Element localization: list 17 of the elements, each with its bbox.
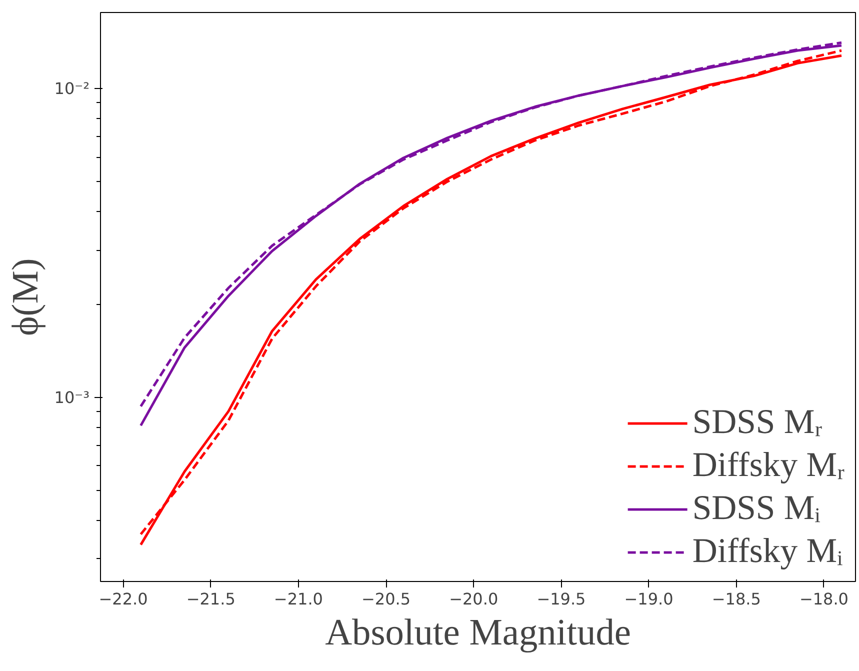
- legend-label: SDSS Mᵢ: [692, 489, 820, 528]
- y-axis-title: ϕ(M): [5, 258, 46, 336]
- x-tick-label: −21.0: [274, 590, 323, 608]
- x-tick-label: −18.0: [799, 590, 848, 608]
- legend-label: Diffsky Mᵣ: [692, 446, 845, 485]
- x-tick-label: −19.5: [536, 590, 586, 608]
- x-axis-title: Absolute Magnitude: [325, 612, 631, 654]
- x-tick-label: −18.5: [712, 590, 761, 608]
- legend-label: Diffsky Mᵢ: [692, 532, 843, 571]
- x-tick-label: −19.0: [624, 590, 674, 608]
- x-tick-label: −21.5: [186, 590, 236, 608]
- x-tick-label: −20.5: [362, 590, 411, 608]
- x-tick-label: −22.0: [98, 590, 148, 608]
- y-tick-label: 10⁻³: [54, 388, 90, 407]
- y-tick-label: 10⁻²: [54, 79, 90, 98]
- legend-label: SDSS Mᵣ: [692, 403, 823, 442]
- x-tick-label: −20.0: [449, 590, 498, 608]
